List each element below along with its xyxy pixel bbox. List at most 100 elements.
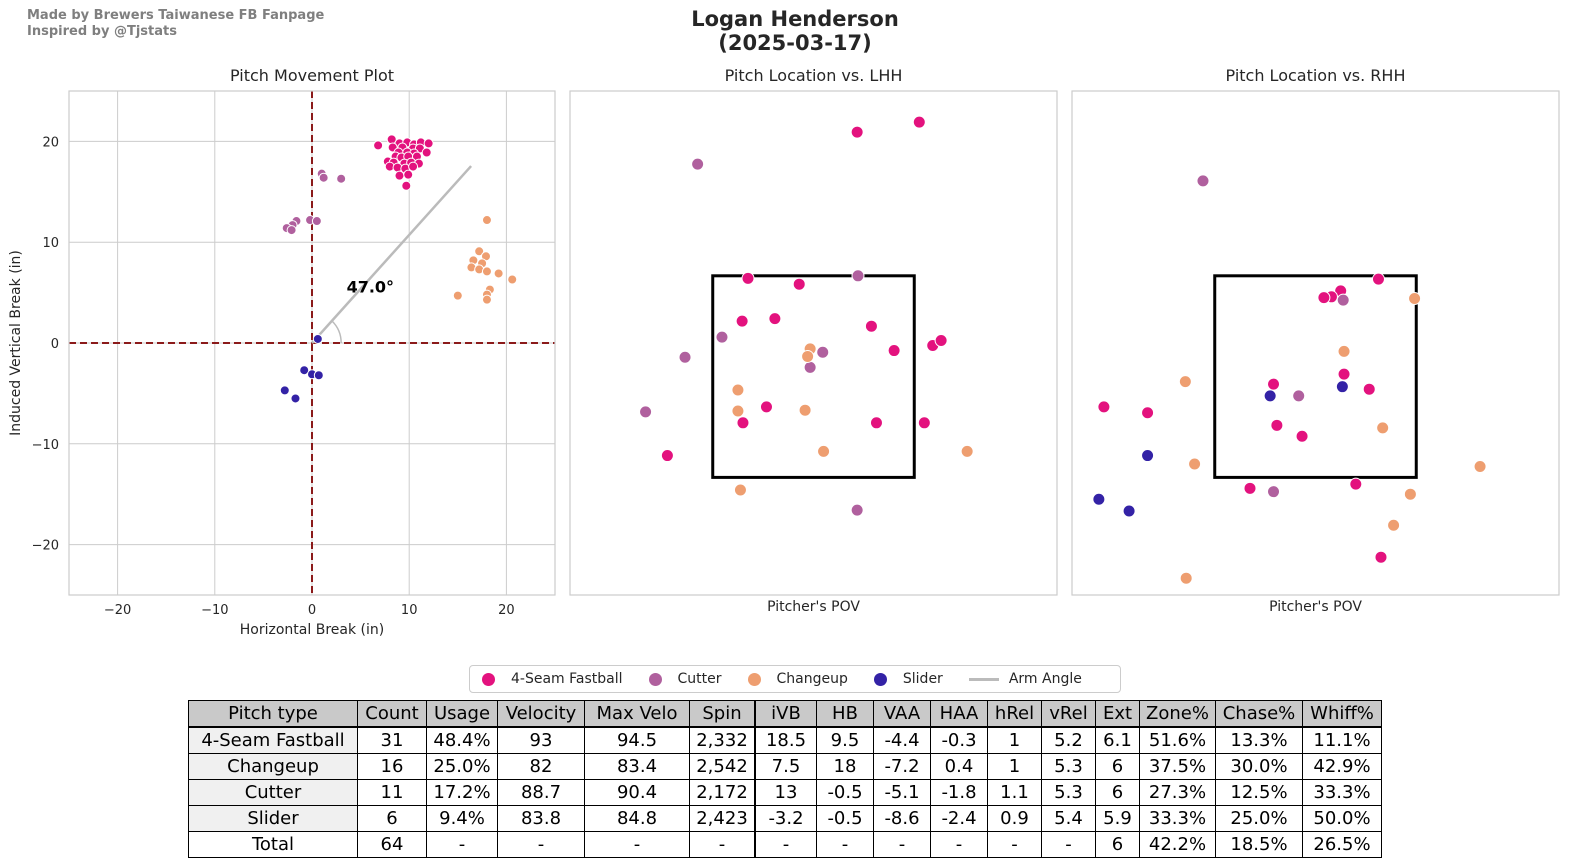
x-axis-label: Pitcher's POV xyxy=(1269,599,1362,615)
point-4-seam-fastball xyxy=(1097,400,1111,414)
point-changeup xyxy=(1408,291,1422,305)
cell: 1.1 xyxy=(987,779,1042,806)
cell: - xyxy=(930,831,988,858)
cell: 7.5 xyxy=(754,753,817,780)
point-slider xyxy=(1335,380,1349,394)
x-axis-label: Pitcher's POV xyxy=(767,599,860,615)
cell: 82 xyxy=(497,753,585,780)
cell: 2,172 xyxy=(689,779,756,806)
table-row: 4-Seam Fastball 31 48.4% 93 94.5 2,332 1… xyxy=(188,726,1382,754)
header-ivb: iVB xyxy=(754,700,817,728)
table-row: Changeup 16 25.0% 82 83.4 2,542 7.5 18 -… xyxy=(188,753,1382,780)
legend-label-cutter: Cutter xyxy=(677,671,722,687)
cell: -0.5 xyxy=(816,805,874,832)
chart-title-name: Logan Henderson xyxy=(691,7,899,31)
cell: 93 xyxy=(497,726,585,754)
point-4-seam-fastball xyxy=(403,169,414,180)
cell: 11 xyxy=(357,779,427,806)
cell: -0.3 xyxy=(930,726,988,754)
point-4-seam-fastball xyxy=(864,319,878,333)
cell: - xyxy=(816,831,874,858)
point-4-seam-fastball xyxy=(934,333,948,347)
header-max-velo: Max Velo xyxy=(584,700,690,728)
point-slider xyxy=(312,333,323,344)
chart-title-date: (2025-03-17) xyxy=(718,31,872,55)
cell: 1 xyxy=(987,726,1042,754)
table-header-row: Pitch type Count Usage Velocity Max Velo… xyxy=(188,700,1382,728)
cell: 42.2% xyxy=(1139,831,1216,858)
point-slider xyxy=(279,385,290,396)
cell: Total xyxy=(188,831,358,858)
point-changeup xyxy=(733,483,747,497)
cell: 64 xyxy=(357,831,427,858)
cell: 30.0% xyxy=(1215,753,1303,780)
point-changeup xyxy=(817,444,831,458)
point-4-seam-fastball xyxy=(1371,272,1385,286)
table-row-total: Total 64 - - - - - - - - - - 6 42.2% 18.… xyxy=(188,831,1382,858)
cell: 48.4% xyxy=(426,726,498,754)
cell: -2.4 xyxy=(930,805,988,832)
cell: 83.8 xyxy=(497,805,585,832)
x-tick-label: −20 xyxy=(104,603,131,618)
legend-item-slider: Slider xyxy=(873,671,943,687)
plots-canvas: Pitch Movement Plot −20 −10 0 10 20 −20 −10 0 10 2… xyxy=(8,66,1560,638)
legend-label-slider: Slider xyxy=(902,671,943,687)
cell: 31 xyxy=(357,726,427,754)
cell: 5.3 xyxy=(1041,779,1096,806)
point-cutter xyxy=(639,405,653,419)
cell: 84.8 xyxy=(584,805,690,832)
point-changeup xyxy=(481,266,492,277)
point-4-seam-fastball xyxy=(1270,418,1284,432)
cell: 18 xyxy=(816,753,874,780)
header-chase: Chase% xyxy=(1215,700,1303,728)
panel-frame xyxy=(569,90,1058,596)
point-cutter xyxy=(1267,485,1281,499)
arm-angle-line xyxy=(311,165,473,344)
point-4-seam-fastball xyxy=(792,277,806,291)
point-4-seam-fastball xyxy=(1295,429,1309,443)
cell: -4.4 xyxy=(873,726,931,754)
header-count: Count xyxy=(357,700,427,728)
point-slider xyxy=(1092,492,1106,506)
point-changeup xyxy=(1376,421,1390,435)
point-4-seam-fastball xyxy=(1349,477,1363,491)
point-4-seam-fastball xyxy=(1374,550,1388,564)
cell: - xyxy=(584,831,690,858)
cell: 90.4 xyxy=(584,779,690,806)
cell: 5.2 xyxy=(1041,726,1096,754)
panel-frame xyxy=(68,90,556,596)
cell: - xyxy=(497,831,585,858)
point-4-seam-fastball xyxy=(735,314,749,328)
y-tick-label: −10 xyxy=(32,438,59,453)
point-cutter xyxy=(850,503,864,517)
point-4-seam-fastball xyxy=(421,147,432,158)
point-4-seam-fastball xyxy=(887,344,901,358)
header-ext: Ext xyxy=(1095,700,1140,728)
cell: 11.1% xyxy=(1302,726,1382,754)
header-zone: Zone% xyxy=(1139,700,1216,728)
legend-label-fastball: 4-Seam Fastball xyxy=(511,671,623,687)
cell: 2,423 xyxy=(689,805,756,832)
panel-title: Pitch Location vs. LHH xyxy=(725,66,903,85)
cell: 18.5 xyxy=(754,726,817,754)
point-4-seam-fastball xyxy=(1317,291,1331,305)
legend: 4-Seam Fastball Cutter Changeup Slider A… xyxy=(469,665,1121,693)
header-hb: HB xyxy=(816,700,874,728)
header-usage: Usage xyxy=(426,700,498,728)
point-cutter xyxy=(851,269,865,283)
header-velocity: Velocity xyxy=(497,700,585,728)
cell: 33.3% xyxy=(1139,805,1216,832)
y-tick-label: 20 xyxy=(42,135,59,150)
legend-item-fastball: 4-Seam Fastball xyxy=(482,671,623,687)
cell: 9.5 xyxy=(816,726,874,754)
cell: 9.4% xyxy=(426,805,498,832)
cell: 0.9 xyxy=(987,805,1042,832)
point-changeup xyxy=(731,383,745,397)
point-4-seam-fastball xyxy=(850,125,864,139)
point-4-seam-fastball xyxy=(912,115,926,129)
header-whiff: Whiff% xyxy=(1302,700,1382,728)
cell: Cutter xyxy=(188,779,358,806)
point-4-seam-fastball xyxy=(917,416,931,430)
point-slider xyxy=(313,370,324,381)
cell: 1 xyxy=(987,753,1042,780)
